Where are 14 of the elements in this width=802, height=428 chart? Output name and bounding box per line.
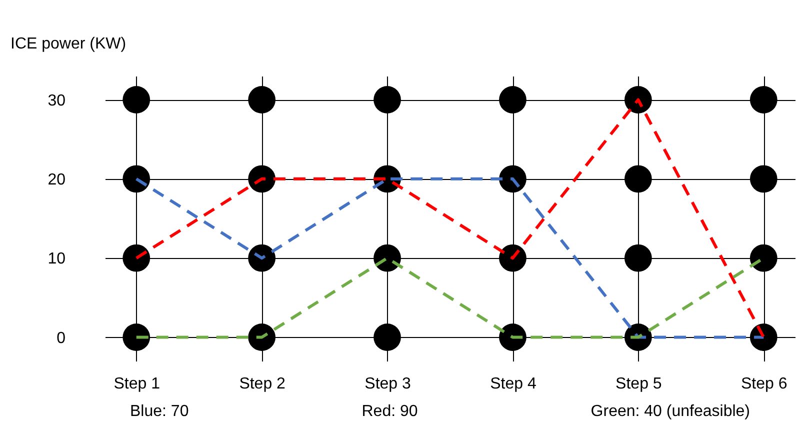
y-tick-label: 0 <box>56 330 66 347</box>
y-tick-label: 30 <box>48 92 66 110</box>
y-tick-label: 10 <box>48 250 66 268</box>
y-axis-title: ICE power (KW) <box>10 36 126 52</box>
text: Red: 90 <box>362 403 418 421</box>
y-tick-label: 20 <box>48 171 66 188</box>
x-tick-label: Step 4 <box>490 376 536 392</box>
x-tick-label: Step 2 <box>239 376 286 392</box>
x-tick-label: Step 1 <box>114 376 160 392</box>
x-tick-label: Step 6 <box>741 376 788 392</box>
text: Blue: 70 <box>130 403 189 421</box>
x-tick-label: Step 3 <box>364 376 411 392</box>
x-tick-label: Step 5 <box>616 376 662 392</box>
text: Green: 40 (unfeasible) <box>590 403 750 421</box>
